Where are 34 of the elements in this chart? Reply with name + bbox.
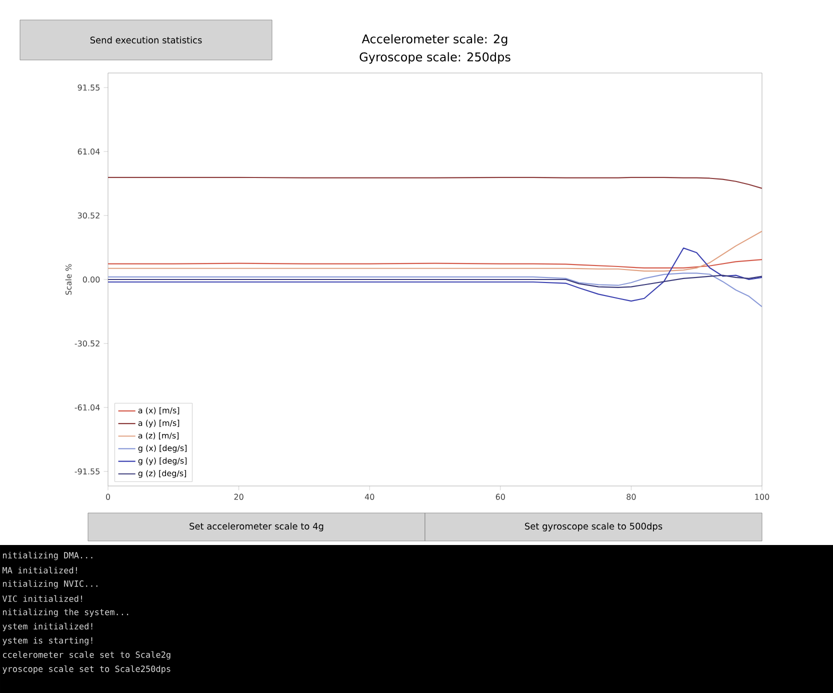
text: yroscope scale set to Scale250dps xyxy=(2,665,170,674)
text: ystem initialized! xyxy=(2,622,92,632)
x-tick-label: 80 xyxy=(626,494,636,500)
text: Send execution statistics xyxy=(90,36,202,44)
chart-subtitle: Gyroscope scale: 250dps xyxy=(360,52,510,64)
y-tick-label: -30.52 xyxy=(74,340,100,346)
y-tick-label: 0.00 xyxy=(82,276,100,283)
y-tick-label: 61.04 xyxy=(78,148,100,155)
legend-label: g (y) [deg/s] xyxy=(138,458,187,466)
y-tick-label: -61.04 xyxy=(74,404,100,410)
text: Set gyroscope scale to 500dps xyxy=(525,522,662,532)
y-tick-label: 91.55 xyxy=(78,84,100,91)
text: nitializing the system... xyxy=(3,608,128,617)
x-tick-label: 0 xyxy=(106,494,110,500)
text: VIC initialized! xyxy=(2,595,82,602)
x-tick-label: 20 xyxy=(234,494,244,500)
legend-label: g (z) [deg/s] xyxy=(138,470,186,478)
text: nitializing DMA... xyxy=(3,552,92,560)
text: nitializing NVIC... xyxy=(3,580,98,589)
legend-label: g (x) [deg/s] xyxy=(138,444,187,453)
text: Set accelerometer scale to 4g xyxy=(190,522,324,532)
x-tick-label: 60 xyxy=(496,494,505,500)
y-axis-title: Scale % xyxy=(65,264,72,295)
x-tick-label: 100 xyxy=(755,494,770,500)
legend-label: a (z) [m/s] xyxy=(138,432,179,440)
text: MA initialized! xyxy=(2,566,77,574)
text: ccelerometer scale set to Scale2g xyxy=(3,651,170,660)
chart-title: Accelerometer scale: 2g xyxy=(362,34,508,46)
y-tick-label: 30.52 xyxy=(78,212,100,219)
legend-label: a (y) [m/s] xyxy=(138,420,180,428)
y-tick-label: -91.55 xyxy=(74,468,100,474)
legend-label: a (x) [m/s] xyxy=(138,407,180,414)
x-tick-label: 40 xyxy=(364,494,374,500)
text: ystem is starting! xyxy=(2,637,92,646)
